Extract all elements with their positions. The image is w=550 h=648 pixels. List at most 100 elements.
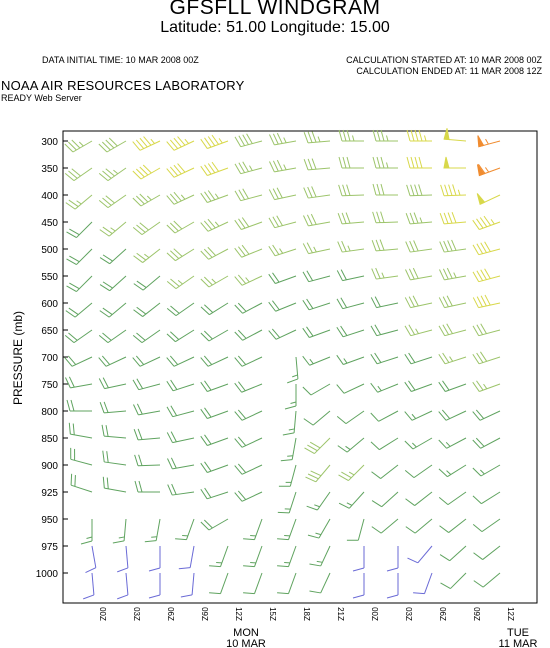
barb-full-feather — [71, 139, 81, 149]
barb-full-feather — [306, 242, 313, 253]
barb-staff — [308, 302, 331, 311]
barb-full-feather — [173, 137, 182, 148]
barb-full-feather — [472, 381, 480, 392]
barb-full-feather — [64, 143, 74, 153]
barb-full-feather — [451, 239, 457, 251]
barb-full-feather — [135, 139, 145, 149]
wind-barb — [200, 218, 229, 232]
barb-full-feather — [102, 476, 105, 489]
barb-staff — [108, 302, 127, 318]
barb-full-feather — [379, 239, 385, 251]
barb-pennant — [443, 156, 450, 169]
wind-barb — [440, 572, 467, 589]
barb-full-feather — [72, 423, 75, 435]
barb-full-feather — [200, 332, 210, 342]
barb-half-feather — [309, 358, 314, 365]
barb-half-feather — [76, 200, 82, 205]
wind-barb — [98, 167, 127, 182]
barb-full-feather — [99, 284, 110, 292]
barb-staff — [289, 464, 297, 487]
barb-full-feather — [200, 408, 208, 419]
barb-full-feather — [170, 250, 180, 259]
barb-full-feather — [307, 444, 318, 452]
barb-full-feather — [136, 306, 147, 315]
wind-barb — [234, 302, 263, 314]
barb-full-feather — [302, 243, 309, 254]
barb-full-feather — [98, 143, 108, 153]
barb-full-feather — [303, 215, 309, 227]
wind-barb — [234, 355, 263, 367]
barb-staff — [410, 356, 433, 365]
barb-staff — [480, 464, 501, 477]
wind-barb — [305, 464, 331, 483]
wind-barb — [133, 275, 161, 291]
barb-full-feather — [336, 415, 347, 425]
barb-full-feather — [200, 250, 209, 260]
wind-barb — [370, 352, 399, 365]
barb-full-feather — [237, 302, 247, 312]
wind-barb — [336, 297, 365, 310]
barb-full-feather — [472, 523, 483, 533]
barb-full-feather — [306, 298, 314, 309]
x-tick-label: 09Z — [200, 607, 209, 621]
barb-full-feather — [178, 567, 191, 570]
barb-full-feather — [375, 239, 381, 251]
wind-barb — [303, 158, 331, 171]
barb-staff — [343, 383, 365, 394]
barb-full-feather — [340, 269, 347, 280]
barb-full-feather — [173, 164, 182, 175]
barb-full-feather — [439, 213, 445, 225]
barb-full-feather — [74, 475, 76, 487]
barb-full-feather — [204, 380, 212, 391]
wind-barb — [404, 410, 433, 421]
barb-full-feather — [203, 519, 213, 529]
barb-full-feather — [336, 326, 344, 338]
barb-staff — [107, 194, 127, 209]
barb-full-feather — [307, 473, 319, 480]
wind-barb — [268, 187, 297, 201]
barb-full-feather — [102, 377, 109, 388]
wind-barb — [443, 128, 467, 142]
barb-staff — [411, 383, 433, 392]
barb-full-feather — [380, 156, 385, 169]
barb-full-feather — [307, 534, 320, 539]
barb-full-feather — [410, 156, 415, 169]
wind-barb — [371, 491, 399, 508]
barb-full-feather — [106, 451, 109, 463]
barb-full-feather — [243, 592, 255, 595]
barb-full-feather — [370, 353, 378, 365]
barb-full-feather — [380, 211, 385, 223]
barb-full-feather — [310, 470, 322, 477]
barb-full-feather — [105, 195, 115, 204]
barb-staff — [76, 248, 93, 265]
barb-full-feather — [272, 272, 280, 283]
wind-barb — [200, 329, 229, 342]
barb-full-feather — [438, 439, 447, 449]
barb-half-feather — [449, 356, 454, 362]
barb-staff — [479, 383, 501, 392]
barb-full-feather — [336, 384, 345, 394]
calculation-started: CALCULATION STARTED AT: 10 MAR 2008 00Z — [346, 55, 542, 65]
barb-full-feather — [102, 281, 113, 289]
barb-staff — [412, 437, 433, 450]
y-tick-label: 975 — [41, 542, 58, 553]
barb-half-feather — [483, 383, 488, 390]
barb-full-feather — [169, 355, 179, 365]
barb-full-feather — [371, 240, 377, 252]
barb-full-feather — [342, 129, 347, 142]
barb-staff — [175, 302, 195, 317]
barb-full-feather — [472, 353, 480, 365]
x-tick-label: 12Z — [234, 607, 243, 621]
wind-barb — [132, 136, 161, 151]
barb-staff — [444, 356, 467, 365]
barb-full-feather — [139, 137, 148, 148]
barb-full-feather — [180, 594, 193, 598]
barb-half-feather — [113, 169, 119, 175]
barb-half-feather — [411, 413, 417, 419]
barb-full-feather — [418, 156, 423, 169]
wind-barb — [406, 184, 433, 197]
barb-half-feather — [490, 219, 495, 225]
barb-full-feather — [306, 270, 314, 281]
barb-full-feather — [472, 467, 482, 477]
